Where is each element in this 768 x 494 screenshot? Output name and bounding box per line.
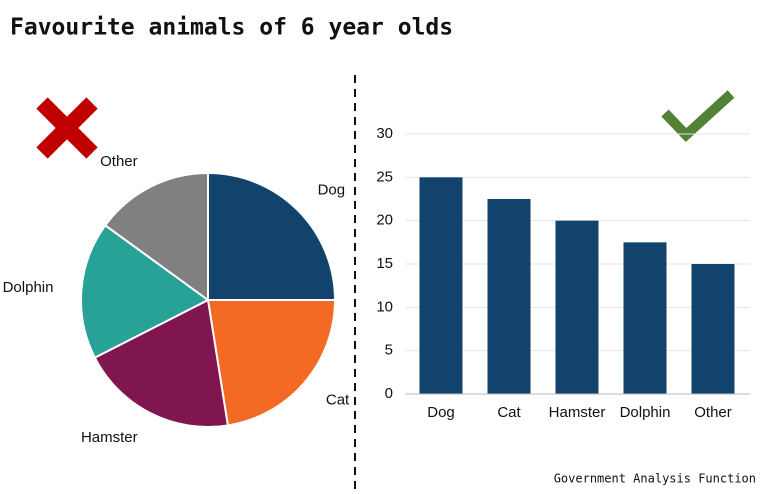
y-tick-label: 30 <box>376 125 393 142</box>
bar <box>623 242 667 394</box>
pie-slice <box>207 171 337 301</box>
x-tick-label: Other <box>694 404 732 421</box>
pie-label: Hamster <box>81 429 138 446</box>
x-tick-label: Dog <box>427 404 455 421</box>
y-tick-label: 10 <box>376 298 393 315</box>
check-icon <box>661 90 735 142</box>
bar <box>555 220 599 394</box>
bar <box>419 177 463 394</box>
x-tick-label: Cat <box>497 404 521 421</box>
cross-icon <box>36 97 98 159</box>
pie-slice <box>206 299 337 427</box>
pie-slice <box>80 223 210 360</box>
bar <box>487 199 531 394</box>
pie-label: Other <box>100 153 138 170</box>
x-tick-label: Hamster <box>549 404 606 421</box>
y-tick-label: 0 <box>385 385 393 402</box>
source: Government Analysis Function <box>554 472 756 486</box>
pie-slice <box>103 171 209 302</box>
y-tick-label: 5 <box>385 342 393 359</box>
y-tick-label: 20 <box>376 212 393 229</box>
x-tick-label: Dolphin <box>620 404 671 421</box>
bar <box>691 264 735 394</box>
page-title: Favourite animals of 6 year olds <box>10 15 453 41</box>
pie-slice <box>93 298 230 428</box>
pie-label: Cat <box>326 392 350 409</box>
pie-label: Dolphin <box>3 279 54 296</box>
y-tick-label: 25 <box>376 168 393 185</box>
pie-label: Dog <box>318 181 346 198</box>
y-tick-label: 15 <box>376 255 393 272</box>
